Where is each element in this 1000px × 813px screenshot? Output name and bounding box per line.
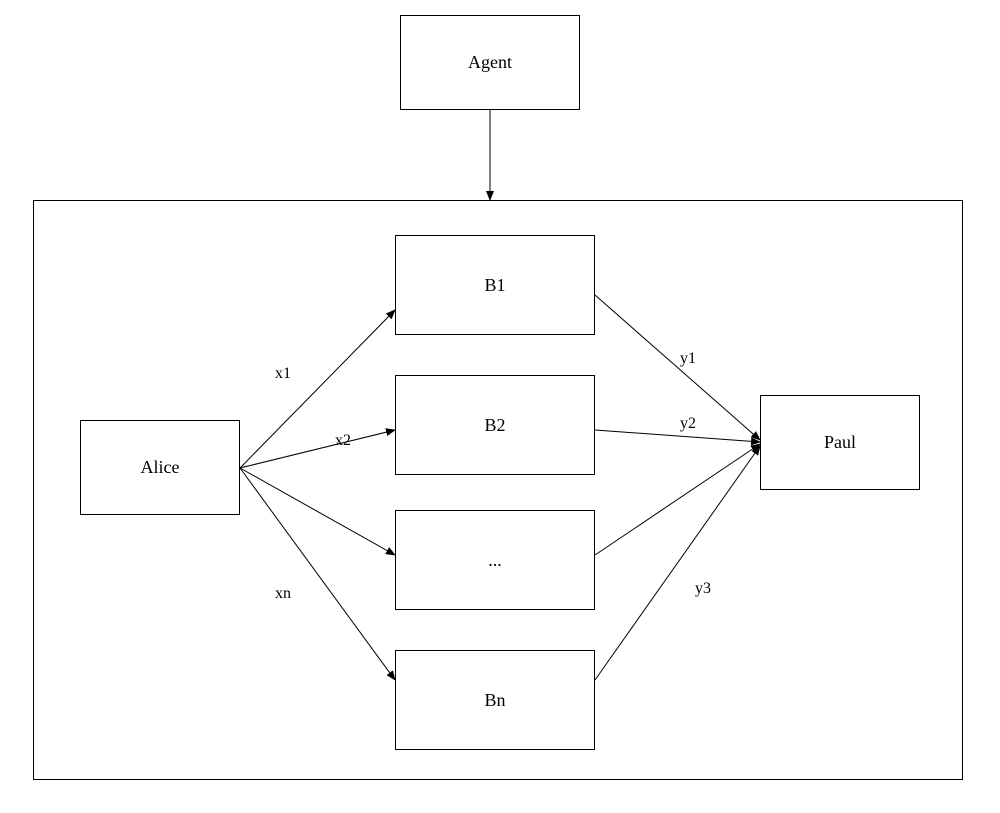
b2-label: B2	[484, 415, 505, 436]
agent-label: Agent	[468, 52, 512, 73]
b1-node: B1	[395, 235, 595, 335]
alice-node: Alice	[80, 420, 240, 515]
edge-label-x1: x1	[275, 365, 291, 383]
agent-node: Agent	[400, 15, 580, 110]
bn-node: Bn	[395, 650, 595, 750]
b1-label: B1	[484, 275, 505, 296]
edge-label-y1: y1	[680, 350, 696, 368]
edge-label-y3: y3	[695, 580, 711, 598]
b2-node: B2	[395, 375, 595, 475]
dots-label: ...	[488, 550, 502, 571]
paul-label: Paul	[824, 432, 856, 453]
paul-node: Paul	[760, 395, 920, 490]
dots-node: ...	[395, 510, 595, 610]
edge-label-x2: x2	[335, 432, 351, 450]
bn-label: Bn	[484, 690, 505, 711]
alice-label: Alice	[141, 457, 180, 478]
edge-label-xn: xn	[275, 585, 291, 603]
edge-label-y2: y2	[680, 415, 696, 433]
